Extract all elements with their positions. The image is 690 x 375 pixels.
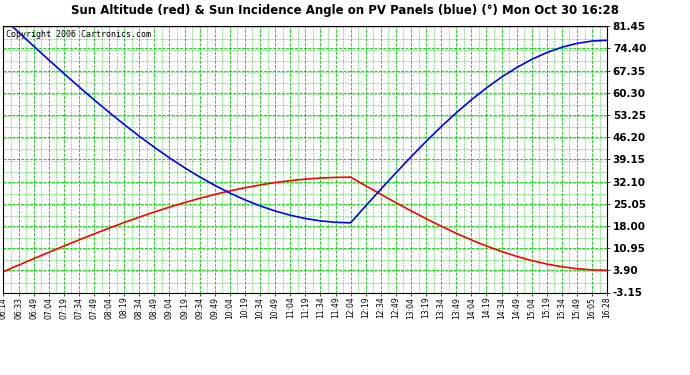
Text: Sun Altitude (red) & Sun Incidence Angle on PV Panels (blue) (°) Mon Oct 30 16:2: Sun Altitude (red) & Sun Incidence Angle… <box>71 4 619 17</box>
Text: Copyright 2006 Cartronics.com: Copyright 2006 Cartronics.com <box>6 30 152 39</box>
